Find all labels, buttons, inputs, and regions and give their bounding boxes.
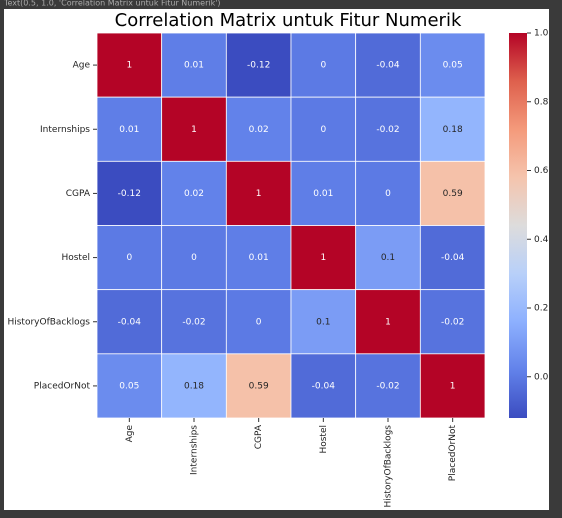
heatmap-cell <box>161 225 227 291</box>
cell-label: -0.02 <box>441 317 464 327</box>
cell-label: -0.04 <box>312 381 336 391</box>
cell-label: 0.18 <box>184 381 204 391</box>
cell-label: 0.01 <box>249 253 269 263</box>
cell-label: -0.04 <box>441 253 465 263</box>
heatmap-cell <box>96 96 163 162</box>
colorbar-tick-label: 0.6 <box>534 166 549 176</box>
colorbar-tick-label: 1.0 <box>534 29 549 39</box>
cell-label: -0.02 <box>376 125 399 135</box>
cell-label: 0 <box>126 253 132 263</box>
heatmap-cell <box>96 289 163 355</box>
heatmap-cell <box>96 353 163 419</box>
cell-label: -0.02 <box>376 381 399 391</box>
heatmap-cell <box>419 289 486 355</box>
cell-label: 0.1 <box>381 253 395 263</box>
heatmap-cell <box>419 96 486 162</box>
heatmap-cell <box>355 160 421 226</box>
cell-label: 0.59 <box>249 381 269 391</box>
heatmap-cell <box>225 96 292 162</box>
y-tick-label: Hostel <box>61 253 90 263</box>
heatmap-cell <box>161 160 227 226</box>
cell-label: 0.05 <box>119 381 139 391</box>
cell-label: 1 <box>126 61 132 71</box>
output-text: Text(0.5, 1.0, 'Correlation Matrix untuk… <box>3 0 221 8</box>
x-tick-label: Internships <box>190 425 200 475</box>
heatmap-cell <box>419 353 486 419</box>
cell-label: 1 <box>320 253 326 263</box>
colorbar-tick-label: 0.2 <box>534 304 548 314</box>
heatmap-cell <box>419 225 486 291</box>
cell-label: 0.1 <box>316 317 330 327</box>
cell-label: 0 <box>320 125 326 135</box>
cell-label: 0.01 <box>313 189 333 199</box>
cell-label: 0.02 <box>184 189 204 199</box>
cell-label: 0 <box>320 61 326 71</box>
heatmap-cell <box>290 160 357 226</box>
colorbar-tick-label: 0.0 <box>534 372 549 382</box>
heatmap-cell <box>96 160 163 226</box>
cell-label: 1 <box>450 381 456 391</box>
heatmap-cell <box>290 225 357 291</box>
y-tick-label: HistoryOfBacklogs <box>7 317 90 327</box>
cell-label: 0.59 <box>443 189 463 199</box>
heatmap-cell <box>355 225 421 291</box>
cell-label: -0.04 <box>376 61 400 71</box>
x-tick-label: Age <box>125 425 135 443</box>
cell-label: 0 <box>256 317 262 327</box>
x-tick-label: HistoryOfBacklogs <box>384 425 394 508</box>
x-tick-label: Hostel <box>319 425 329 454</box>
cell-label: 0.01 <box>119 125 139 135</box>
heatmap-cell <box>161 96 227 162</box>
heatmap-cell <box>290 96 357 162</box>
cell-label: 0.02 <box>249 125 269 135</box>
heatmap-cell <box>96 32 163 98</box>
cell-label: 0.05 <box>443 61 463 71</box>
chart-title: Correlation Matrix untuk Fitur Numerik <box>115 10 462 31</box>
cell-label: 1 <box>256 189 262 199</box>
cell-label: -0.02 <box>182 317 205 327</box>
y-tick-label: Age <box>73 61 91 71</box>
colorbar <box>509 33 527 418</box>
cell-label: 0 <box>191 253 197 263</box>
x-tick-label: CGPA <box>254 424 264 449</box>
heatmap-cell <box>355 289 421 355</box>
colorbar-tick-label: 0.8 <box>534 97 549 107</box>
cell-label: -0.12 <box>118 189 141 199</box>
cell-label: 0 <box>385 189 391 199</box>
cell-label: 1 <box>385 317 391 327</box>
x-tick-label: PlacedOrNot <box>448 425 458 482</box>
cell-label: -0.12 <box>247 61 270 71</box>
heatmap-cell <box>419 160 486 226</box>
heatmap-cell <box>225 32 292 98</box>
heatmap-cell <box>225 225 292 291</box>
cell-label: 0.01 <box>184 61 204 71</box>
heatmap-cell <box>161 32 227 98</box>
colorbar-tick-label: 0.4 <box>534 235 549 245</box>
y-tick-label: Internships <box>40 125 90 135</box>
y-tick-label: PlacedOrNot <box>34 381 91 391</box>
heatmap-cell <box>225 160 292 226</box>
y-tick-label: CGPA <box>66 189 91 199</box>
heatmap-cell <box>161 289 227 355</box>
cell-label: -0.04 <box>118 317 142 327</box>
cell-label: 1 <box>191 125 197 135</box>
cell-label: 0.18 <box>443 125 463 135</box>
heatmap-cell <box>355 353 421 419</box>
